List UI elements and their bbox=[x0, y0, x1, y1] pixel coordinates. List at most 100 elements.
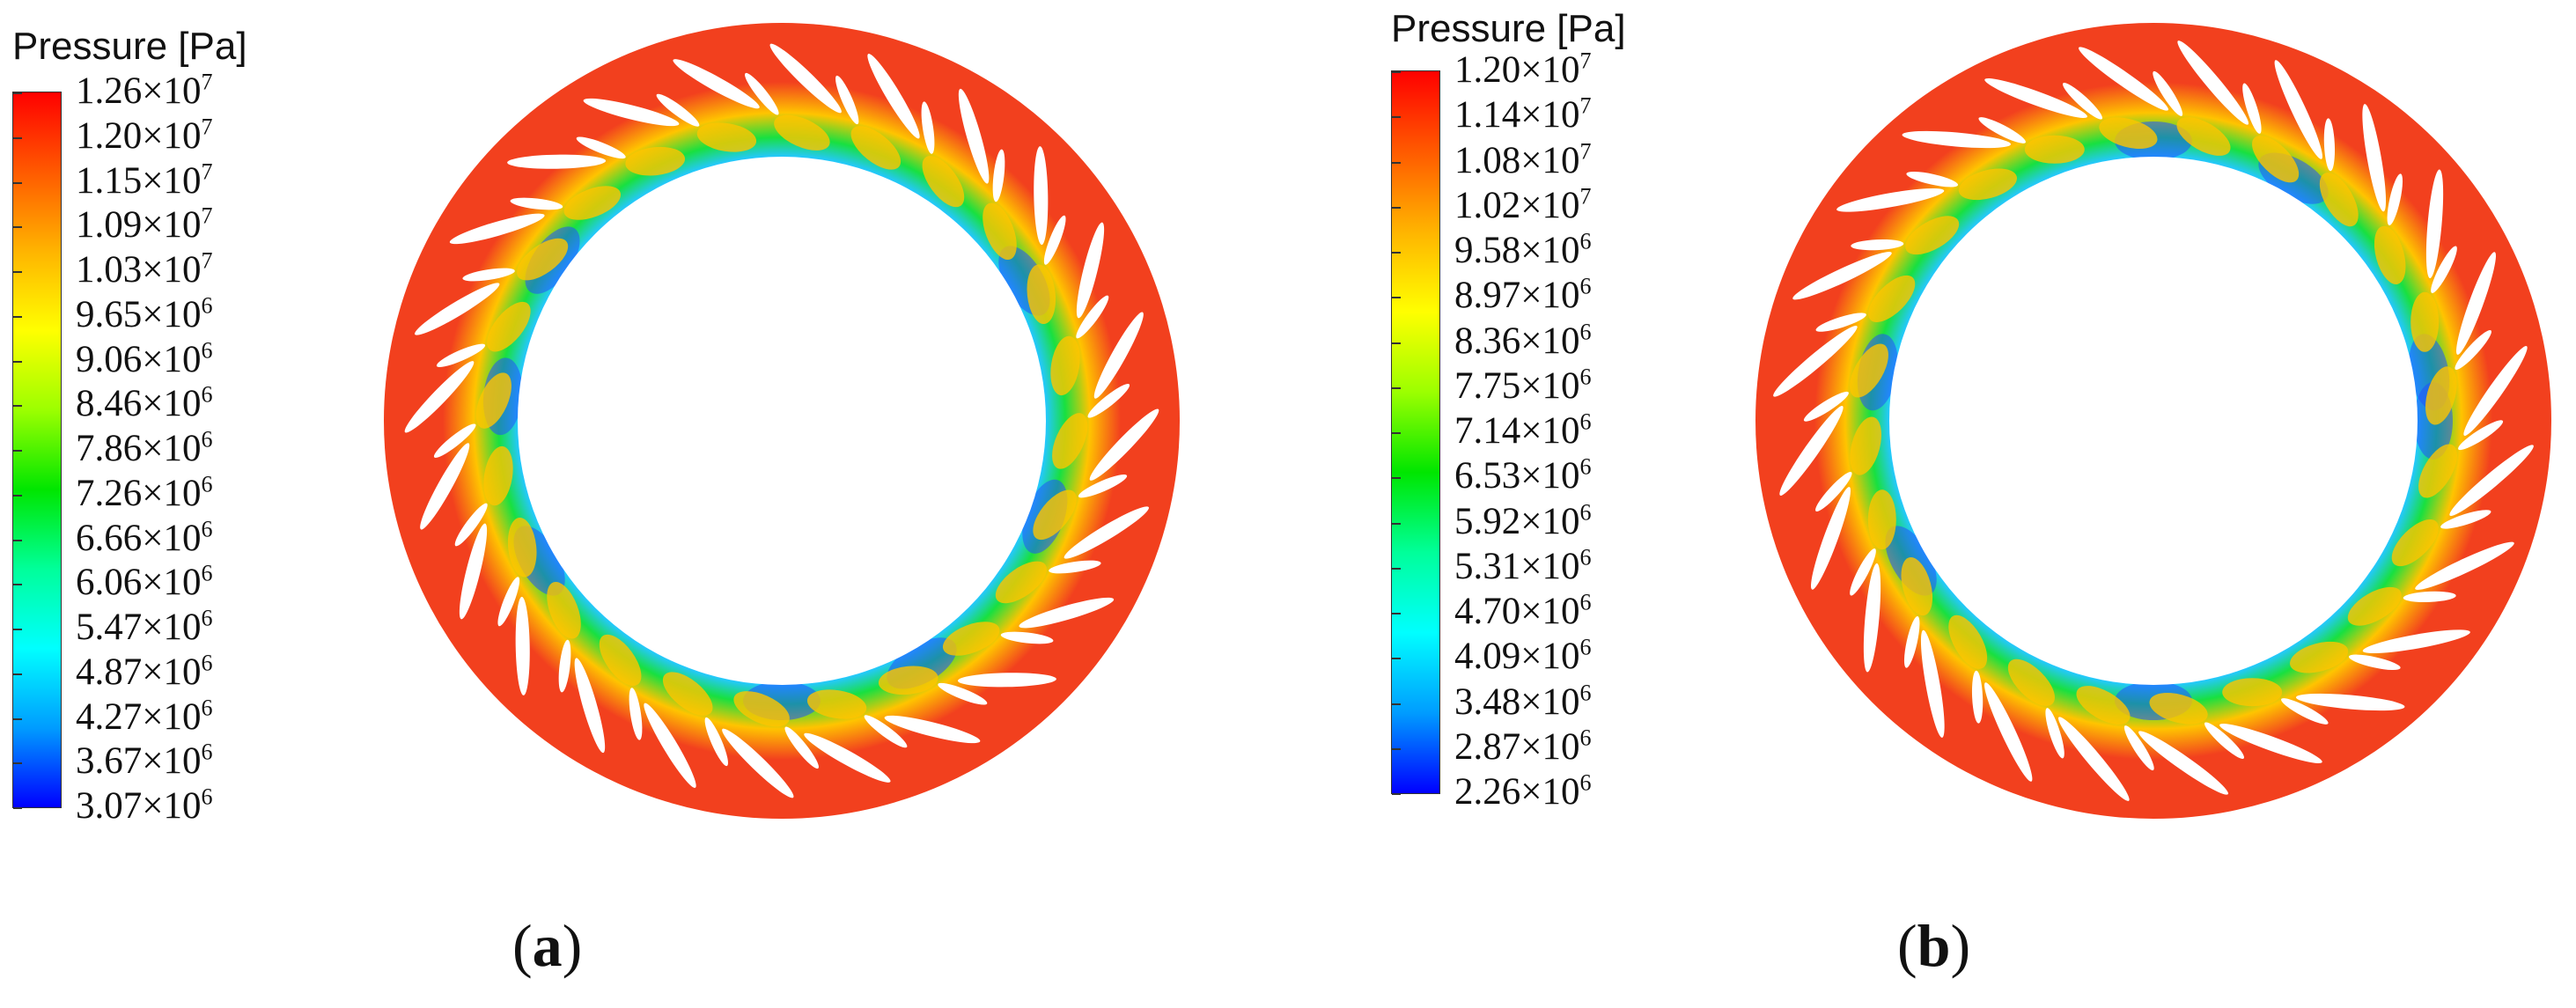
pressure-contour-ring-b bbox=[1755, 23, 2551, 819]
vane-slot bbox=[1902, 130, 2012, 149]
blade-root-high-pressure bbox=[662, 672, 713, 716]
blade-root-high-pressure bbox=[483, 445, 513, 506]
blade-slot bbox=[2204, 722, 2244, 759]
tick-mantissa: 3.07×10 bbox=[76, 785, 202, 827]
blade-slot bbox=[835, 75, 859, 125]
colorbar-tick-label: 3.67×106 bbox=[76, 740, 213, 780]
blade-root-high-pressure bbox=[1050, 335, 1080, 396]
tick-mantissa: 2.87×10 bbox=[1454, 725, 1580, 768]
colorbar-tick-mark bbox=[13, 807, 22, 809]
vane-slot bbox=[1019, 597, 1115, 629]
vane-slot bbox=[2274, 60, 2322, 159]
tick-exponent: 7 bbox=[1579, 138, 1592, 165]
blade-root-high-pressure bbox=[1901, 556, 1933, 616]
colorbar-tick-mark bbox=[13, 629, 22, 630]
vane-slot bbox=[507, 154, 607, 169]
colorbar-tick-mark bbox=[13, 271, 22, 273]
vane-slot bbox=[1920, 629, 1945, 738]
tick-mantissa: 1.20×10 bbox=[1454, 49, 1580, 91]
blade-slot bbox=[2323, 118, 2336, 172]
inner-hole bbox=[518, 157, 1046, 685]
colorbar-tick-label: 5.92×106 bbox=[1454, 501, 1592, 541]
tick-mantissa: 4.87×10 bbox=[76, 651, 202, 693]
tick-mantissa: 4.70×10 bbox=[1454, 591, 1580, 632]
tick-mantissa: 1.03×10 bbox=[76, 249, 202, 291]
caption-a: (a) bbox=[512, 911, 582, 981]
colorbar-tick-mark bbox=[1392, 342, 1401, 344]
caption-letter-b: b bbox=[1917, 912, 1951, 979]
caption-letter-a: a bbox=[532, 912, 563, 979]
vane-slot bbox=[415, 283, 500, 335]
vane-slot bbox=[2362, 629, 2470, 654]
vane-slot bbox=[2362, 104, 2387, 212]
tick-exponent: 7 bbox=[201, 247, 213, 274]
blade-slot bbox=[938, 682, 988, 705]
vane-slot bbox=[1093, 312, 1144, 399]
colorbar-tick-mark bbox=[1392, 703, 1401, 705]
blade-slot bbox=[510, 197, 563, 210]
colorbar-tick-label: 4.09×106 bbox=[1454, 636, 1592, 675]
tick-exponent: 7 bbox=[1579, 48, 1592, 74]
blade-root-high-pressure bbox=[774, 114, 830, 151]
vane-slot bbox=[2295, 693, 2405, 711]
blade-root-high-pressure bbox=[2222, 678, 2283, 707]
blade-slot bbox=[2348, 654, 2401, 671]
tick-mantissa: 7.14×10 bbox=[1454, 410, 1580, 452]
blade-root-high-pressure bbox=[696, 122, 757, 152]
blade-slot bbox=[2455, 330, 2491, 370]
colorbar-tick-mark bbox=[1392, 747, 1401, 750]
colorbar-tick-label: 4.87×106 bbox=[76, 651, 213, 693]
colorbar-tick-mark bbox=[13, 405, 22, 408]
colorbar-a bbox=[12, 92, 62, 809]
blade-root-high-pressure bbox=[2149, 693, 2208, 725]
legend-title-a: Pressure [Pa] bbox=[12, 25, 247, 68]
colorbar-tick-mark bbox=[1392, 206, 1401, 209]
tick-mantissa: 3.48×10 bbox=[1454, 681, 1580, 723]
blade-slot bbox=[1851, 239, 1904, 251]
blade-slot bbox=[864, 715, 908, 748]
vane-slot bbox=[1836, 188, 1945, 212]
legend-title-b: Pressure [Pa] bbox=[1391, 7, 1626, 50]
inner-hole bbox=[1889, 157, 2418, 685]
blade-root-high-pressure bbox=[517, 238, 569, 281]
tick-exponent: 6 bbox=[1579, 319, 1592, 345]
colorbar-tick-mark bbox=[1392, 297, 1401, 299]
blade-slot bbox=[1087, 384, 1130, 418]
colorbar-tick-label: 2.87×106 bbox=[1454, 725, 1592, 768]
vane-slot bbox=[644, 703, 696, 788]
colorbar-tick-label: 6.53×106 bbox=[1454, 455, 1592, 495]
colorbar-tick-mark bbox=[1392, 386, 1401, 389]
vane-slot bbox=[574, 658, 606, 754]
blade-slot bbox=[1043, 215, 1066, 265]
tick-exponent: 6 bbox=[201, 695, 213, 721]
tick-mantissa: 1.26×10 bbox=[76, 70, 202, 112]
blade-slot bbox=[2153, 70, 2183, 116]
tick-exponent: 6 bbox=[1579, 589, 1592, 615]
vane-slot bbox=[2415, 541, 2514, 590]
colorbar-tick-mark bbox=[13, 136, 22, 139]
colorbar-tick-label: 1.26×107 bbox=[76, 69, 213, 112]
blade-slot bbox=[2440, 510, 2491, 529]
colorbar-tick-label: 9.65×106 bbox=[76, 294, 213, 334]
tick-exponent: 6 bbox=[1579, 364, 1592, 390]
blade-slot bbox=[2123, 725, 2154, 771]
tick-exponent: 7 bbox=[201, 69, 213, 95]
blade-slot bbox=[1971, 670, 1984, 724]
tick-exponent: 6 bbox=[1579, 725, 1592, 751]
blade-root-high-pressure bbox=[507, 517, 537, 578]
colorbar-tick-mark bbox=[1392, 432, 1401, 434]
blade-root-high-pressure bbox=[1868, 275, 1916, 322]
colorbar-tick-label: 7.86×106 bbox=[76, 428, 213, 467]
colorbar-tick-label: 1.15×107 bbox=[76, 160, 213, 200]
colorbar-tick-mark bbox=[13, 226, 22, 229]
tick-exponent: 7 bbox=[1579, 92, 1592, 119]
vane-slot bbox=[1863, 563, 1881, 673]
colorbar-tick-label: 1.02×107 bbox=[1454, 185, 1592, 224]
tick-exponent: 6 bbox=[201, 605, 213, 631]
blade-root-high-pressure bbox=[1958, 168, 2018, 201]
colorbar-ticks-b: 1.20×107 1.14×107 1.08×107 1.02×107 9.58×106… bbox=[1454, 49, 1683, 811]
caption-b: (b) bbox=[1897, 911, 1970, 981]
blade-slot bbox=[2242, 83, 2262, 134]
vane-slot bbox=[1811, 487, 1851, 590]
vane-slot bbox=[957, 673, 1056, 688]
